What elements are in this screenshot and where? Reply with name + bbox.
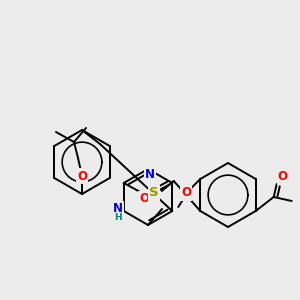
Text: N: N bbox=[113, 202, 123, 215]
Text: O: O bbox=[77, 169, 87, 182]
Text: S: S bbox=[149, 187, 159, 200]
Text: N: N bbox=[145, 169, 155, 182]
Text: O: O bbox=[278, 170, 288, 184]
Text: O: O bbox=[181, 187, 191, 200]
Text: O: O bbox=[139, 193, 149, 206]
Text: H: H bbox=[114, 214, 122, 223]
